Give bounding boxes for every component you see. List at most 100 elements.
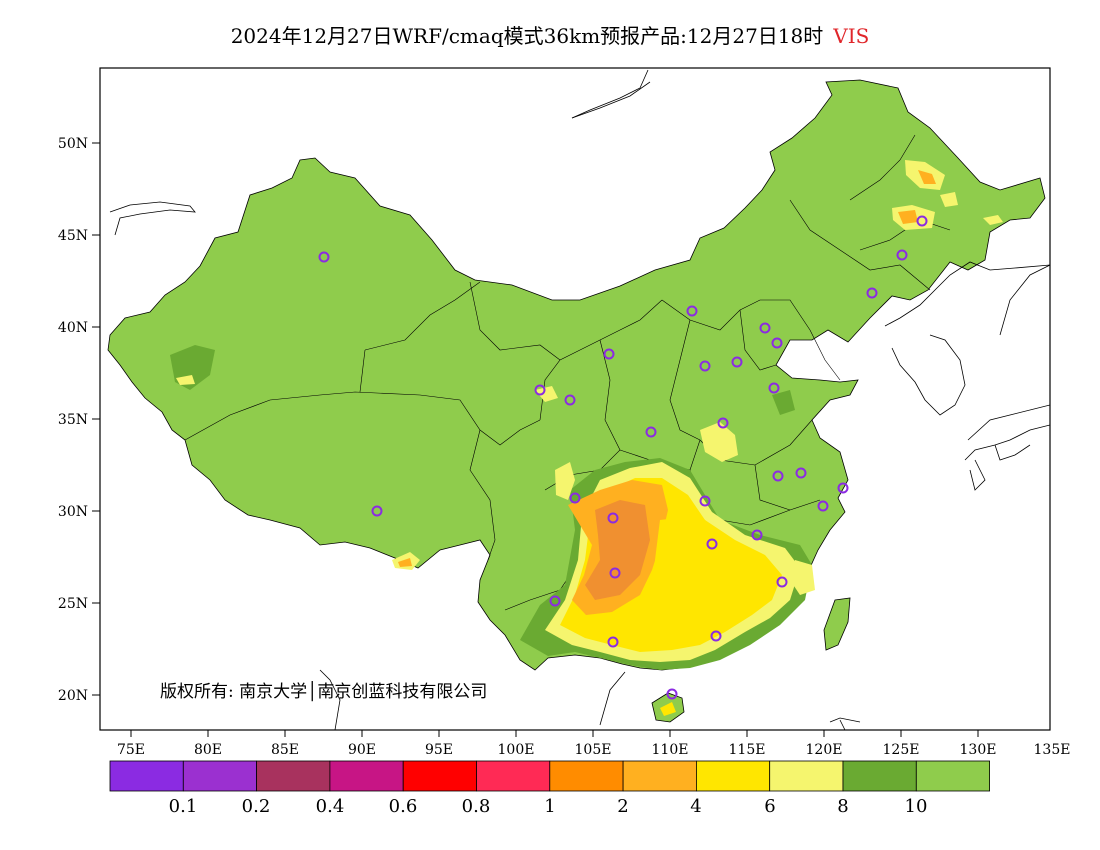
lon-label: 75E <box>117 742 145 758</box>
colorbar-label: 0.1 <box>169 796 198 817</box>
lat-label: 45N <box>58 228 88 244</box>
station-nanchang <box>751 529 763 541</box>
station-hefei <box>772 470 784 482</box>
colorbar-label: 4 <box>690 796 701 817</box>
colorbar-label: 8 <box>837 796 848 817</box>
station-lhasa <box>371 505 383 517</box>
title-variable: VIS <box>833 24 870 48</box>
station-guiyang <box>609 567 621 579</box>
china-landmass <box>107 79 1046 671</box>
lon-label: 125E <box>883 742 920 758</box>
lon-label: 135E <box>1034 742 1071 758</box>
shaanxi-low-vis <box>555 462 575 500</box>
tibet-south-core <box>398 558 412 567</box>
colorbar-swatch <box>109 760 184 792</box>
lon-label: 100E <box>498 742 535 758</box>
colorbar-label: 1 <box>544 796 555 817</box>
hainan-low-vis <box>660 702 676 716</box>
station-changsha <box>706 538 718 550</box>
fujian-low-vis <box>790 560 815 595</box>
lat-label: 25N <box>58 596 88 612</box>
colorbar-label: 10 <box>905 796 928 817</box>
station-hangzhou <box>817 500 829 512</box>
colorbar-swatch <box>915 760 990 792</box>
station-xining <box>534 384 546 396</box>
chongqing-orange-core <box>585 500 650 600</box>
colorbar: 0.1 0.2 0.4 0.6 0.8 1 2 4 6 8 10 <box>109 760 990 817</box>
colorbar-swatch <box>842 760 917 792</box>
station-chengdu <box>569 492 581 504</box>
station-taiyuan <box>699 360 711 372</box>
colorbar-swatch <box>696 760 771 792</box>
colorbar-label: 0.6 <box>389 796 418 817</box>
lon-label: 90E <box>348 742 376 758</box>
lat-label: 50N <box>58 136 88 152</box>
title-main: 2024年12月27日WRF/cmaq模式36km预报产品:12月27日18时 <box>230 24 824 48</box>
station-markers <box>318 215 928 700</box>
ne-low-vis-2b <box>898 210 918 224</box>
station-yinchuan <box>603 348 615 360</box>
colorbar-label: 0.8 <box>462 796 491 817</box>
station-jinan <box>768 382 780 394</box>
colorbar-swatch <box>622 760 697 792</box>
ne-low-vis-4 <box>983 215 1003 225</box>
colorbar-swatch <box>402 760 477 792</box>
station-xian <box>645 426 657 438</box>
ne-low-vis-3 <box>940 192 958 207</box>
station-zhengzhou <box>717 417 729 429</box>
station-shanghai <box>837 482 849 494</box>
station-lanzhou <box>564 394 576 406</box>
gansu-low-vis <box>535 386 558 402</box>
map-content: 版权所有: 南京大学│南京创蓝科技有限公司 <box>107 69 1050 730</box>
chart-title: 2024年12月27日WRF/cmaq模式36km预报产品:12月27日18时 V… <box>0 20 1100 49</box>
latitude-axis: 50N 45N 40N 35N 30N 25N 20N <box>58 136 100 704</box>
lon-label: 80E <box>194 742 222 758</box>
station-kunming <box>549 595 561 607</box>
station-shenyang <box>866 287 878 299</box>
station-changchun <box>896 249 908 261</box>
longitude-axis: 75E 80E 85E 90E 95E 100E 105E 110E 115E … <box>117 730 1071 758</box>
colorbar-swatch <box>476 760 551 792</box>
colorbar-label: 6 <box>764 796 775 817</box>
station-wuhan <box>699 495 711 507</box>
ne-low-vis-1b <box>918 170 936 184</box>
lat-label: 35N <box>58 412 88 428</box>
lon-label: 115E <box>729 742 766 758</box>
lat-label: 30N <box>58 504 88 520</box>
colorbar-swatch <box>329 760 404 792</box>
colorbar-swatch <box>769 760 844 792</box>
station-fuzhou <box>776 576 788 588</box>
taiwan-island <box>823 597 851 651</box>
copyright-text: 版权所有: 南京大学│南京创蓝科技有限公司 <box>160 681 487 702</box>
station-guangzhou <box>710 630 722 642</box>
colorbar-swatch <box>182 760 258 792</box>
lon-label: 105E <box>575 742 612 758</box>
foreign-coastlines <box>109 69 1050 730</box>
station-hohhot <box>686 305 698 317</box>
colorbar-label: 0.2 <box>242 796 271 817</box>
lon-label: 110E <box>652 742 689 758</box>
station-harbin <box>916 215 928 227</box>
station-chongqing <box>607 512 619 524</box>
station-beijing <box>759 322 771 334</box>
station-nanning <box>607 636 619 648</box>
lat-label: 20N <box>58 688 88 704</box>
station-tianjin <box>771 337 783 349</box>
station-haikou <box>666 688 678 700</box>
colorbar-swatch <box>549 760 624 792</box>
lon-label: 95E <box>425 742 453 758</box>
colorbar-swatch <box>256 760 331 792</box>
lon-label: 130E <box>960 742 997 758</box>
station-nanjing <box>795 467 807 479</box>
colorbar-swatches <box>109 760 990 792</box>
lon-label: 85E <box>271 742 299 758</box>
hebei-dark-patch <box>772 390 795 415</box>
henan-low-vis <box>700 422 738 462</box>
lon-label: 120E <box>806 742 843 758</box>
xinjiang-low-vis <box>176 375 195 385</box>
lat-label: 40N <box>58 320 88 336</box>
station-shijiazhuang <box>731 356 743 368</box>
colorbar-label: 2 <box>617 796 628 817</box>
colorbar-label: 0.4 <box>316 796 345 817</box>
